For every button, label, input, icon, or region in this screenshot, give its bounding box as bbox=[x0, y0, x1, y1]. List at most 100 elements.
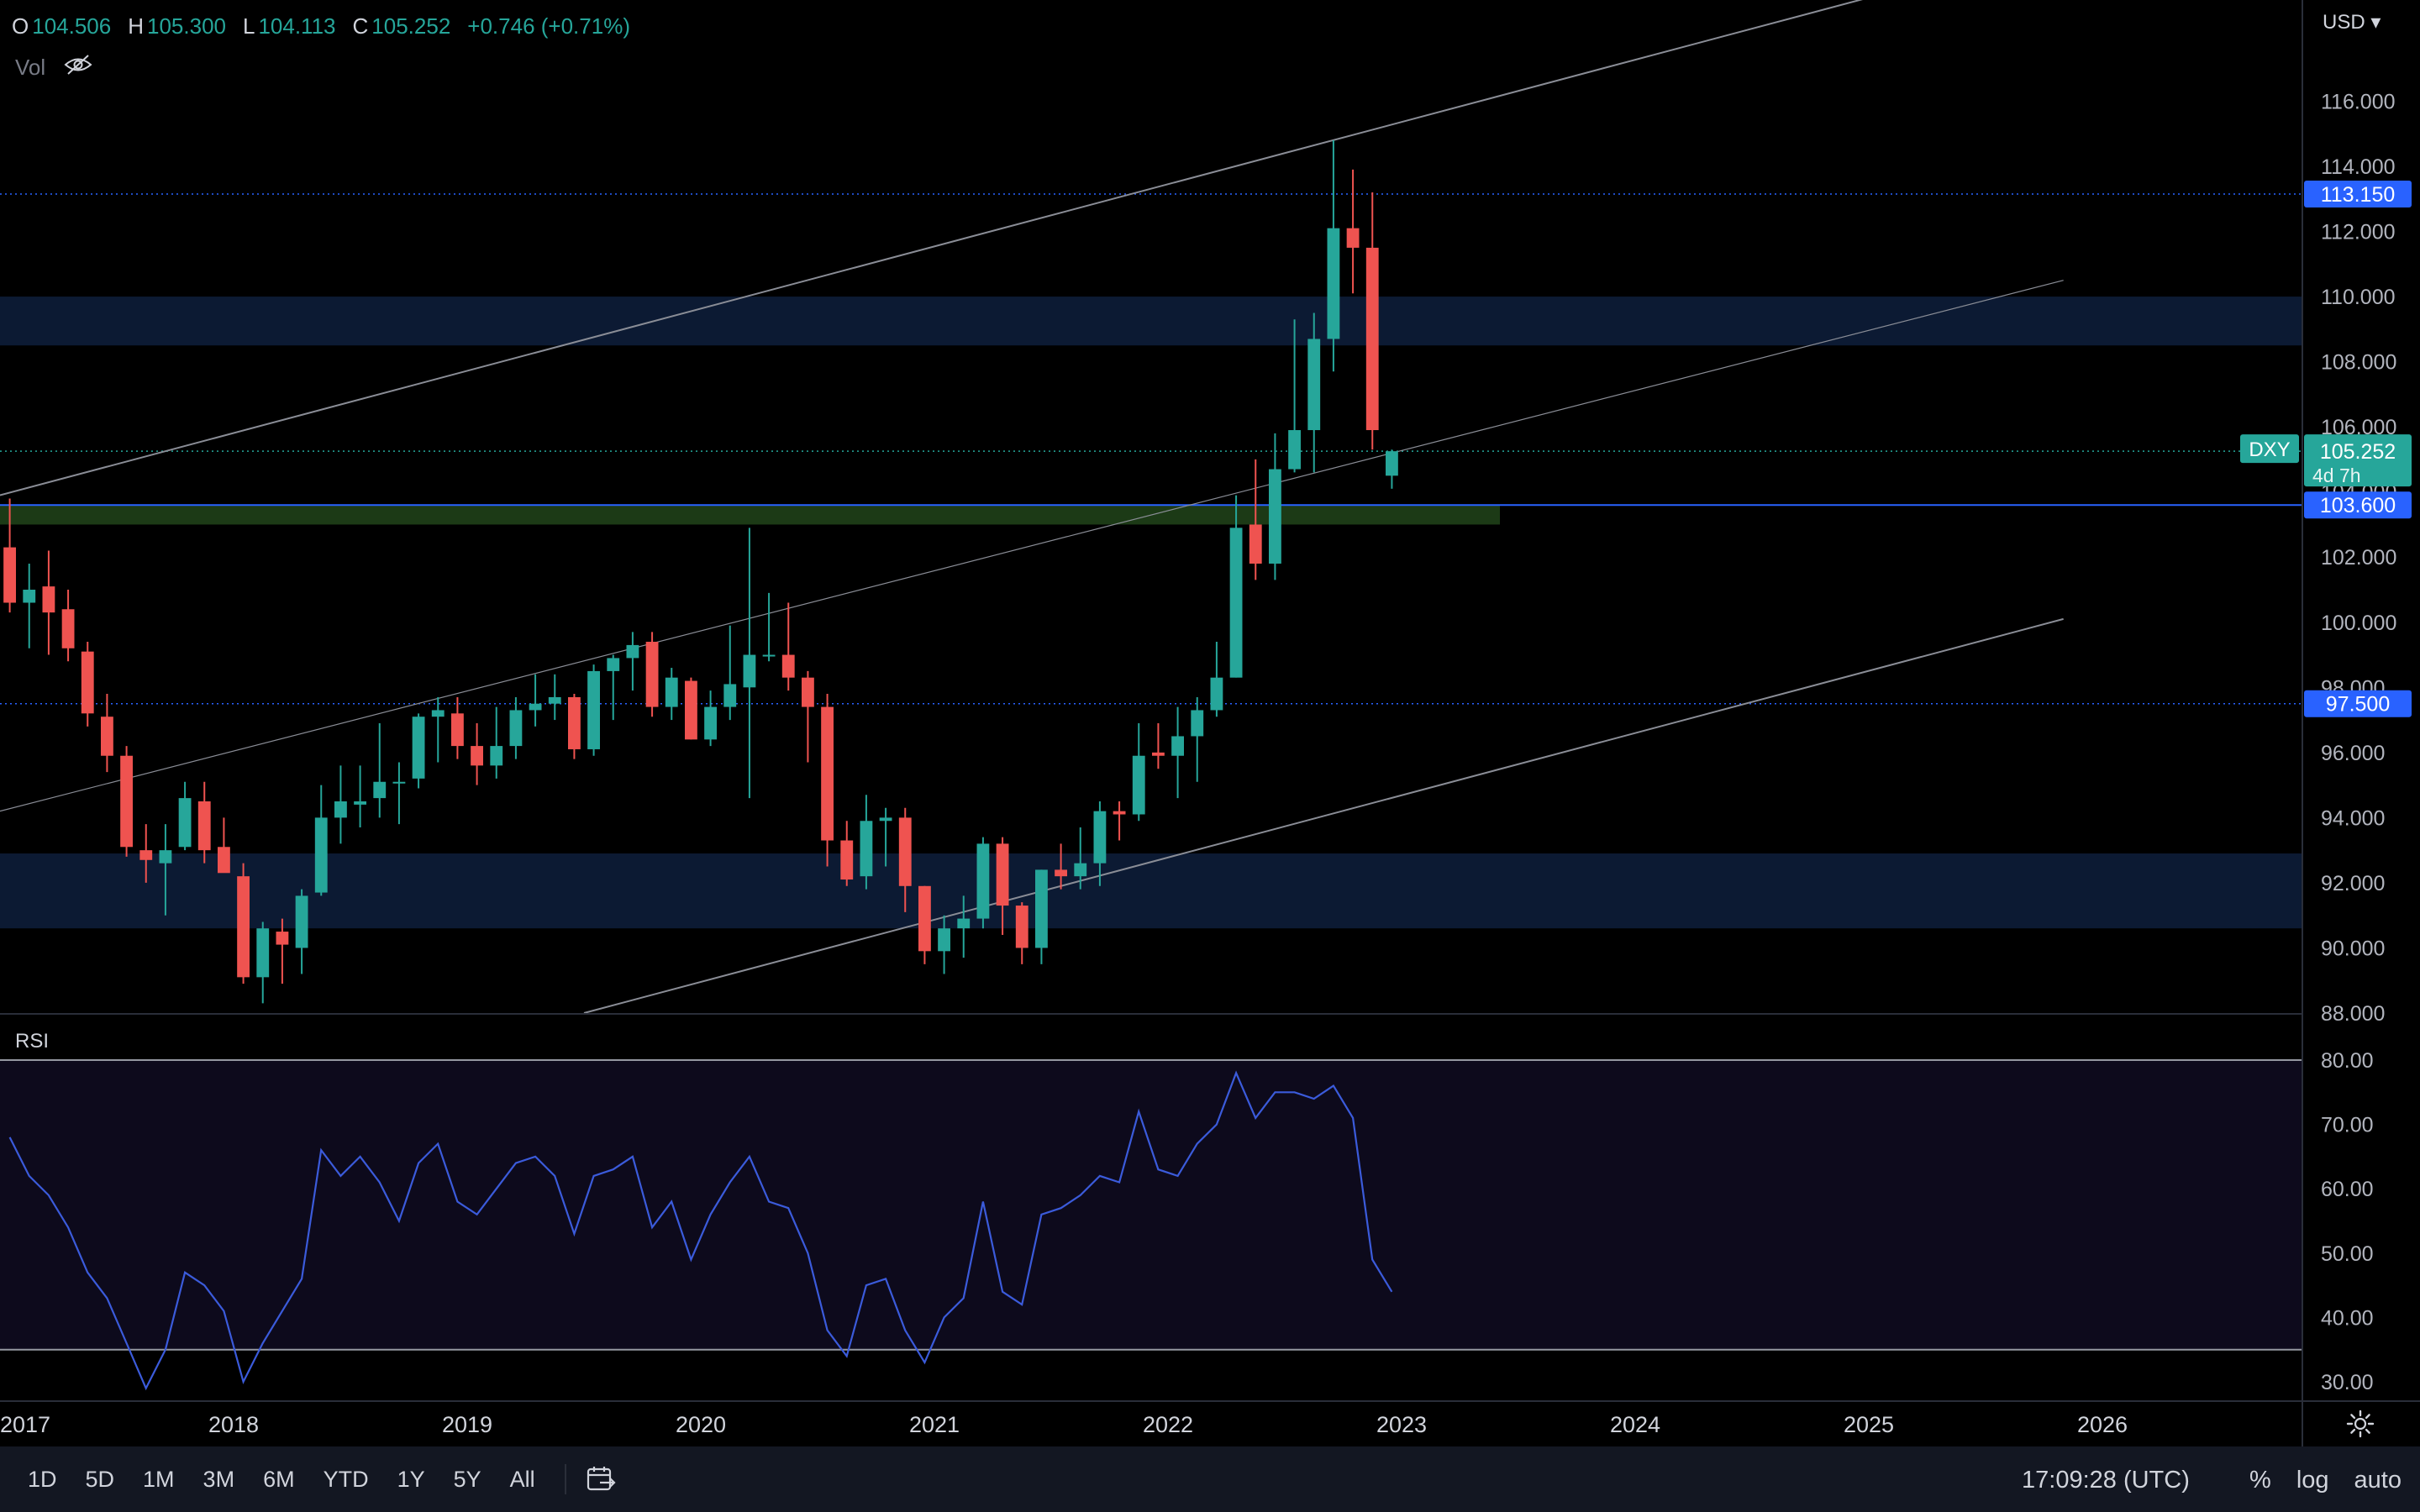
price-tick-label: 96.000 bbox=[2321, 742, 2385, 765]
candle-body bbox=[860, 821, 873, 877]
candle-body bbox=[607, 658, 620, 671]
timeframe-1d[interactable]: 1D bbox=[28, 1466, 57, 1492]
timeframe-all[interactable]: All bbox=[509, 1466, 535, 1492]
candle-body bbox=[412, 717, 425, 779]
log-toggle[interactable]: log bbox=[2296, 1467, 2329, 1494]
channel-trendline bbox=[0, 280, 2064, 812]
candle-body bbox=[1269, 469, 1281, 564]
candle-body bbox=[431, 710, 445, 717]
price-tick-label: 112.000 bbox=[2321, 221, 2396, 244]
candle-body bbox=[704, 706, 717, 740]
candle-body bbox=[762, 654, 776, 657]
volume-legend: Vol bbox=[15, 54, 92, 81]
price-label-box bbox=[2304, 491, 2412, 519]
rsi-label: RSI bbox=[15, 1030, 50, 1053]
utc-clock[interactable]: 17:09:28 (UTC) bbox=[2022, 1467, 2190, 1494]
candle-body bbox=[1171, 736, 1184, 756]
timeframe-6m[interactable]: 6M bbox=[263, 1466, 295, 1492]
rsi-pane bbox=[0, 1013, 2420, 1391]
timeframe-5y[interactable]: 5Y bbox=[453, 1466, 481, 1492]
candle-body bbox=[237, 876, 250, 978]
timeframe-5d[interactable]: 5D bbox=[85, 1466, 115, 1492]
year-tick-label: 2017 bbox=[0, 1412, 50, 1437]
zone-rect bbox=[0, 297, 2302, 346]
candle-body bbox=[451, 713, 464, 747]
price-label-text: 97.500 bbox=[2326, 693, 2390, 717]
candle-body bbox=[1074, 863, 1087, 877]
candle-body bbox=[743, 654, 756, 688]
currency-label: USD bbox=[2323, 11, 2365, 34]
high-value: 105.300 bbox=[147, 13, 226, 39]
low-label: L bbox=[242, 13, 255, 39]
price-tick-label: 88.000 bbox=[2321, 1002, 2385, 1026]
zone-rect bbox=[0, 505, 1500, 525]
auto-toggle[interactable]: auto bbox=[2354, 1467, 2402, 1494]
candle-body bbox=[685, 680, 697, 740]
ohlc-legend: O 104.506 H 105.300 L 104.113 C 105.252 +0.7… bbox=[12, 13, 647, 39]
candle-body bbox=[1327, 228, 1340, 339]
rsi-tick-label: 60.00 bbox=[2321, 1178, 2374, 1201]
price-tick-label: 90.000 bbox=[2321, 937, 2385, 960]
candle-body bbox=[1365, 247, 1379, 431]
rsi-tick-label: 80.00 bbox=[2321, 1049, 2374, 1073]
year-tick-label: 2020 bbox=[676, 1412, 726, 1437]
candle-body bbox=[1152, 752, 1165, 756]
eye-off-icon[interactable] bbox=[64, 54, 92, 81]
year-tick-label: 2018 bbox=[208, 1412, 259, 1437]
candle-body bbox=[723, 684, 737, 707]
candle-body bbox=[918, 885, 931, 952]
candle-body bbox=[976, 843, 990, 919]
timeframe-ytd[interactable]: YTD bbox=[323, 1466, 369, 1492]
open-label: O bbox=[12, 13, 29, 39]
percent-toggle[interactable]: % bbox=[2249, 1467, 2271, 1494]
symbol-tag-box bbox=[2240, 434, 2299, 464]
candle-body bbox=[1035, 869, 1048, 948]
price-label-box bbox=[2304, 180, 2412, 207]
candle-body bbox=[1386, 451, 1398, 476]
candle-body bbox=[61, 609, 75, 648]
price-tick-label: 102.000 bbox=[2321, 546, 2396, 570]
candle-body bbox=[334, 801, 347, 818]
candle-body bbox=[23, 590, 36, 603]
price-axis-bg bbox=[2302, 0, 2420, 1446]
candle-body bbox=[197, 801, 211, 851]
candle-body bbox=[898, 817, 912, 886]
vol-label: Vol bbox=[15, 55, 46, 80]
candle-body bbox=[159, 850, 172, 864]
price-tick-label: 92.000 bbox=[2321, 872, 2385, 895]
candle-body bbox=[1015, 906, 1028, 948]
timeframe-1m[interactable]: 1M bbox=[143, 1466, 175, 1492]
time-axis[interactable]: 2017 2018 2019 2020 2021 2022 2023 2024 2025 2026 bbox=[0, 1400, 2420, 1437]
candle-body bbox=[1093, 811, 1107, 864]
scale-options: % log auto bbox=[2249, 1467, 2402, 1494]
rsi-band-fill bbox=[0, 1060, 2302, 1350]
horizontal-lines-layer bbox=[0, 193, 2302, 705]
rsi-tick-label: 30.00 bbox=[2321, 1371, 2374, 1394]
close-value: 105.252 bbox=[371, 13, 451, 39]
bottom-toolbar: 1D 5D 1M 3M 6M YTD 1Y 5Y All 17:09:28 (U… bbox=[0, 1446, 2420, 1512]
trendlines-layer bbox=[0, 0, 2064, 1014]
price-axis[interactable]: 88.00090.00092.00094.00096.00098.000100.… bbox=[2302, 0, 2420, 1446]
candle-body bbox=[178, 798, 192, 848]
candle-body bbox=[665, 677, 678, 707]
calendar-goto-icon[interactable] bbox=[581, 1465, 622, 1494]
candle-body bbox=[1346, 228, 1360, 248]
candle-body bbox=[490, 746, 503, 766]
currency-selector[interactable]: USD ▾ bbox=[2323, 10, 2381, 34]
price-tick-label: 100.000 bbox=[2321, 612, 2396, 635]
settings-gear-icon[interactable] bbox=[2346, 1410, 2375, 1442]
timeframe-3m[interactable]: 3M bbox=[203, 1466, 235, 1492]
candle-body bbox=[354, 801, 366, 805]
candle-body bbox=[3, 547, 16, 603]
year-tick-label: 2026 bbox=[2077, 1412, 2128, 1437]
price-label-box bbox=[2304, 690, 2412, 717]
high-label: H bbox=[128, 13, 144, 39]
timeframe-1y[interactable]: 1Y bbox=[397, 1466, 425, 1492]
candle-body bbox=[295, 895, 308, 948]
candle-body bbox=[568, 696, 581, 749]
candle-body bbox=[1249, 524, 1262, 564]
candle-body bbox=[373, 781, 387, 799]
zone-rect bbox=[0, 853, 2302, 929]
